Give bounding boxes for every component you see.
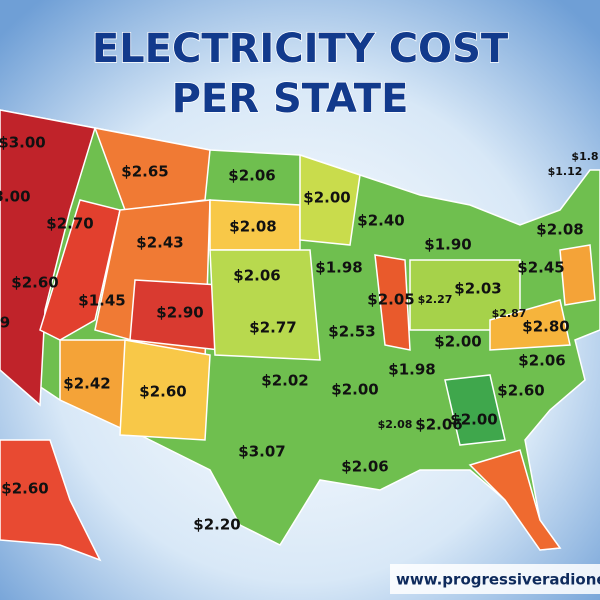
- price-label: $2.06: [228, 167, 275, 185]
- price-label: $2.90: [156, 304, 203, 322]
- price-label: $2.06: [518, 352, 565, 370]
- price-label: $2.00: [331, 381, 378, 399]
- price-label: $2.45: [517, 259, 564, 277]
- price-label: $1.8: [571, 150, 598, 163]
- price-label: $2.02: [261, 372, 308, 390]
- price-label: $2.05: [367, 291, 414, 309]
- price-label: $2.65: [121, 163, 168, 181]
- price-label: $2.08: [378, 418, 413, 431]
- price-label: $2.06: [415, 416, 462, 434]
- price-label: $2.87: [492, 307, 527, 320]
- price-label: $2.40: [357, 212, 404, 230]
- price-label: $2.53: [328, 323, 375, 341]
- price-label: $1.45: [78, 292, 125, 310]
- price-label: 9: [0, 314, 10, 332]
- price-label: $1.90: [424, 236, 471, 254]
- footer-box: [390, 564, 600, 594]
- price-label: $2.60: [1, 480, 48, 498]
- price-label: $1.98: [388, 361, 435, 379]
- price-label: $2.08: [536, 221, 583, 239]
- price-label: $2.06: [233, 267, 280, 285]
- price-label: $2.20: [193, 516, 240, 534]
- price-label: $2.70: [46, 215, 93, 233]
- price-label: $1.12: [548, 165, 583, 178]
- price-label: $2.77: [249, 319, 296, 337]
- title-line: ELECTRICITY COST: [92, 26, 509, 72]
- price-label: $2.08: [229, 218, 276, 236]
- title-line: PER STATE: [172, 76, 409, 122]
- website: www.progressiveradionet: [396, 571, 600, 589]
- map: [0, 109, 600, 562]
- price-label: $2.00: [303, 189, 350, 207]
- price-label: $3.00: [0, 134, 46, 152]
- price-label: $2.80: [522, 318, 569, 336]
- price-label: $2.00: [450, 411, 497, 429]
- price-label: $2.60: [497, 382, 544, 400]
- price-label: $2.60: [139, 383, 186, 401]
- price-label: $1.98: [315, 259, 362, 277]
- price-label: $2.00: [434, 333, 481, 351]
- price-label: $2.43: [136, 234, 183, 252]
- price-label: $2.27: [418, 293, 453, 306]
- price-labels: $3.003.00$2.65$2.06$2.00$2.70$2.08$2.40$…: [0, 134, 599, 534]
- price-label: $2.60: [11, 274, 58, 292]
- price-label: $2.06: [341, 458, 388, 476]
- price-label: $3.07: [238, 443, 285, 461]
- price-label: 3.00: [0, 188, 31, 206]
- price-label: $2.03: [454, 280, 501, 298]
- price-label: $2.42: [63, 375, 110, 393]
